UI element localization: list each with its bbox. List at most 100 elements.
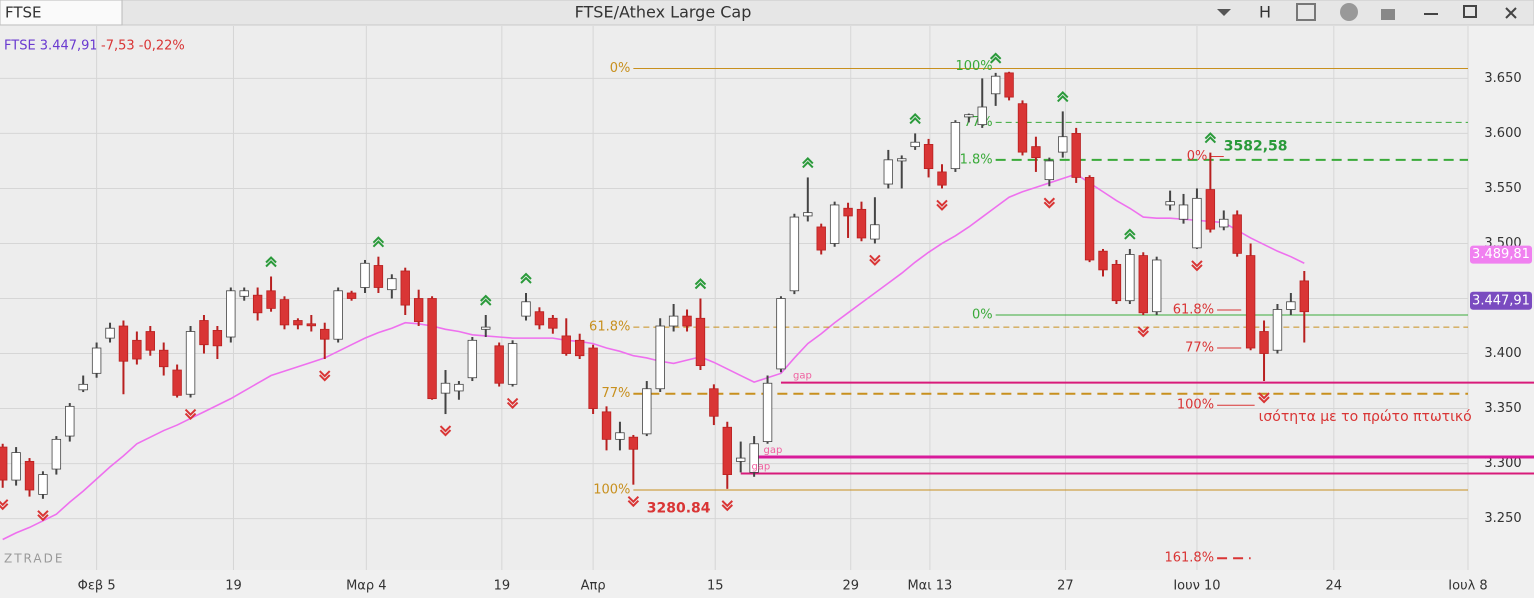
level-label: 100% [955, 59, 992, 74]
candle-body [722, 426, 732, 475]
window-title: FTSE/Athex Large Cap [575, 3, 752, 22]
candle-body [0, 446, 8, 481]
candle-body [1272, 309, 1283, 351]
candle-body [856, 208, 867, 239]
candle-body [521, 301, 531, 317]
sell-signal [319, 370, 331, 382]
candle-body [65, 405, 75, 437]
buy-signal [802, 157, 814, 169]
candle-body [776, 298, 786, 370]
level-label: 61.8% [1173, 303, 1214, 318]
candle-body [118, 325, 129, 362]
level-label: 100% [1177, 398, 1214, 413]
level-label: 161.8% [1164, 551, 1214, 566]
x-tick-label: 27 [1057, 579, 1074, 594]
candle-body [1192, 197, 1202, 249]
candle-body [829, 204, 840, 244]
buy-signal [265, 256, 277, 268]
candle-body [306, 323, 317, 327]
y-tick-label: 3.300 [1484, 456, 1521, 471]
buy-signal [1124, 228, 1136, 240]
quote-icon[interactable] [1340, 3, 1358, 21]
level-label: 77% [601, 386, 630, 401]
candle-body [977, 106, 987, 126]
quote-change: -7,53 -0,22% [101, 39, 185, 54]
candle-body [1031, 146, 1041, 159]
h-button[interactable]: H [1259, 3, 1271, 22]
buy-signal [480, 294, 492, 306]
annotation: ισότητα με το πρώτο πτωτικό [1259, 409, 1472, 425]
buy-signal [909, 112, 921, 125]
candle-body [105, 327, 115, 339]
sell-signal [627, 495, 640, 508]
dropdown-icon[interactable] [1217, 9, 1231, 16]
sell-signal [721, 500, 733, 512]
candle-body [1219, 218, 1229, 228]
candle-body [789, 216, 800, 292]
level-label: 61.8% [589, 320, 630, 335]
candle-body [561, 335, 571, 354]
lock-icon[interactable] [1381, 9, 1395, 20]
x-tick-label: 19 [494, 579, 511, 594]
candle-body [923, 144, 934, 170]
level-label: 100% [593, 482, 630, 497]
candle-body [320, 328, 330, 340]
x-tick-label: Ιουν 10 [1173, 579, 1220, 594]
annotation: gap [764, 445, 783, 456]
candle-body [1299, 280, 1309, 313]
annotation: gap [751, 461, 770, 472]
candle-body [373, 265, 384, 288]
candle-body [709, 388, 719, 417]
candle-body [1232, 214, 1242, 254]
candle-body [38, 474, 48, 495]
candle-body [803, 212, 813, 217]
candle-body [413, 298, 424, 323]
level-label: 0% [1187, 149, 1208, 164]
price-label-box [1470, 245, 1532, 264]
symbol-box[interactable] [0, 0, 123, 26]
close-icon[interactable] [1505, 7, 1517, 19]
level-label: 77% [1185, 341, 1214, 356]
x-tick-label: Μαρ 4 [346, 579, 386, 594]
candle-body [548, 317, 558, 329]
candle-body [293, 320, 303, 326]
candle-body [51, 438, 62, 470]
candle-body [1125, 254, 1135, 302]
candle-body [1111, 263, 1122, 302]
x-tick-label: Ιουλ 8 [1448, 579, 1487, 594]
candle-body [1259, 331, 1269, 354]
candle-body [239, 290, 249, 297]
buy-signal [694, 278, 707, 290]
panel-icon[interactable] [1296, 3, 1316, 21]
candle-body [1245, 255, 1256, 349]
level-label: 0% [972, 308, 993, 323]
annotation: 3280.84 [647, 501, 711, 517]
candle-body [950, 122, 961, 170]
candle-body [185, 331, 196, 395]
candle-body [1004, 72, 1014, 98]
restore-icon[interactable] [1463, 5, 1477, 18]
sell-signal [184, 408, 197, 420]
candle-body [1058, 136, 1068, 153]
candle-body [816, 226, 826, 251]
candle-body [11, 452, 21, 481]
symbol[interactable]: FTSE [5, 4, 42, 22]
candle-body [266, 290, 276, 309]
candle-body [628, 436, 639, 450]
candle-body [588, 347, 598, 409]
sell-signal [1043, 197, 1056, 209]
candle-body [24, 460, 35, 491]
candle-body [736, 457, 746, 462]
candle-body [440, 382, 451, 394]
candle-body [252, 294, 263, 314]
candle-body [507, 343, 518, 385]
sell-signal [1191, 260, 1203, 272]
y-tick-label: 3.350 [1484, 401, 1521, 416]
buy-signal [520, 272, 532, 284]
candle-body [454, 383, 464, 392]
candle-body [762, 382, 773, 442]
buy-signal [1204, 132, 1217, 144]
candle-body [990, 75, 1001, 95]
